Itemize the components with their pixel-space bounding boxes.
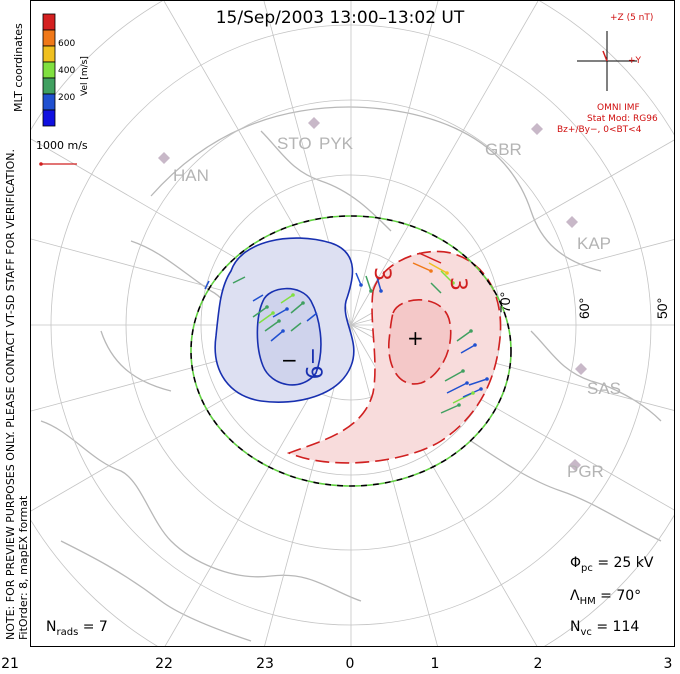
preview-note-line-1: NOTE: FOR PREVIEW PURPOSES ONLY. PLEASE … xyxy=(4,148,17,640)
nvc-symbol: N xyxy=(570,619,581,635)
nvc-subscript: vc xyxy=(580,626,592,638)
station-label-pgr: PGR xyxy=(567,462,604,481)
velocity-axis-label: Vel [m/s] xyxy=(80,56,90,96)
station-marker-sto xyxy=(308,117,320,129)
color-bar-cell xyxy=(42,93,56,111)
station-label-gbr: GBR xyxy=(485,140,522,159)
heppner-maynard-boundary xyxy=(190,215,512,487)
station-marker-gbr xyxy=(531,123,543,135)
latitude-label-70: 70° xyxy=(497,292,513,313)
map-frame: HAN STO PYK GBR KAP SAS PGR 70° 60° 50° xyxy=(30,0,675,647)
station-label-sas: SAS xyxy=(587,379,621,398)
imf-title: OMNI IMF xyxy=(597,103,640,113)
negative-convection-cell xyxy=(214,237,355,404)
velocity-tick-600: 600 xyxy=(58,39,76,49)
velocity-tick-400: 400 xyxy=(58,66,76,76)
imf-plus-y-label: +Y xyxy=(628,56,642,66)
imf-plus-z-label: +Z (5 nT) xyxy=(610,13,654,23)
station-marker-sas xyxy=(575,363,587,375)
station-marker-kap xyxy=(566,216,578,228)
velocity-vectors xyxy=(204,252,488,414)
color-bar-cell xyxy=(42,45,56,63)
imf-dial xyxy=(577,31,637,91)
potential-maximum-marker: + xyxy=(407,326,424,350)
nrads-subscript: rads xyxy=(56,626,79,638)
coastline xyxy=(40,106,662,642)
contour-label-negative: −9 xyxy=(300,347,325,379)
nrads-symbol: N xyxy=(46,619,57,635)
mlt-label-21: 21 xyxy=(1,656,19,672)
station-label-pyk: PYK xyxy=(319,134,354,153)
coordinates-label: MLT coordinates xyxy=(12,23,25,112)
imf-condition-label: Bz+/By−, 0<BT<4 xyxy=(557,125,642,135)
station-label-han: HAN xyxy=(173,166,209,185)
velocity-color-bar xyxy=(42,13,56,127)
plot-title: 15/Sep/2003 13:00–13:02 UT xyxy=(215,8,465,28)
station-marker-han xyxy=(158,152,170,164)
color-bar-cell xyxy=(42,29,56,47)
phi-subscript: pc xyxy=(581,562,593,574)
contour-label-positive: 3 xyxy=(369,267,394,281)
color-bar-cell xyxy=(42,109,56,127)
lambda-subscript: HM xyxy=(579,595,596,607)
latitude-label-60: 60° xyxy=(576,298,592,319)
station-markers xyxy=(158,117,587,471)
mlt-label-23: 23 xyxy=(256,656,274,672)
lambda-symbol: Λ xyxy=(570,588,580,604)
phi-value: = 25 kV xyxy=(592,555,654,571)
mlt-label-1: 1 xyxy=(430,656,440,672)
vector-dots xyxy=(265,269,489,407)
mlt-label-2: 2 xyxy=(533,656,543,672)
station-label-sto: STO xyxy=(277,134,312,153)
nrads-value: = 7 xyxy=(78,619,108,635)
velocity-tick-200: 200 xyxy=(58,93,76,103)
hm-boundary-latitude: ΛHM = 70° xyxy=(570,588,641,607)
radar-count: Nrads = 7 xyxy=(46,619,108,638)
stat-model-label: Stat Mod: RG96 xyxy=(587,114,658,124)
color-bar-cell xyxy=(42,61,56,79)
mlt-label-3: 3 xyxy=(663,656,673,672)
latitude-circles xyxy=(31,1,674,646)
vector-count: Nvc = 114 xyxy=(570,619,639,638)
vector-scale-arrow xyxy=(39,162,77,166)
color-bar-cell xyxy=(42,77,56,95)
phi-symbol: Φ xyxy=(570,555,582,571)
cross-polar-potential: Φpc = 25 kV xyxy=(570,555,653,574)
contour-label-positive-2: 3 xyxy=(445,277,470,291)
nvc-value: = 114 xyxy=(591,619,640,635)
polar-map: HAN STO PYK GBR KAP SAS PGR 70° 60° 50° xyxy=(31,1,674,646)
mlt-label-22: 22 xyxy=(155,656,173,672)
mlt-label-0: 0 xyxy=(345,656,355,672)
potential-minimum-marker: − xyxy=(281,348,298,372)
preview-note: NOTE: FOR PREVIEW PURPOSES ONLY. PLEASE … xyxy=(4,149,30,640)
station-label-kap: KAP xyxy=(577,234,611,253)
fit-order-line: FitOrder: 8, mapEX format xyxy=(17,495,30,640)
station-marker-pgr xyxy=(569,459,581,471)
vector-scale-label: 1000 m/s xyxy=(36,139,88,152)
latitude-label-50: 50° xyxy=(654,298,670,319)
lambda-value: = 70° xyxy=(595,588,642,604)
